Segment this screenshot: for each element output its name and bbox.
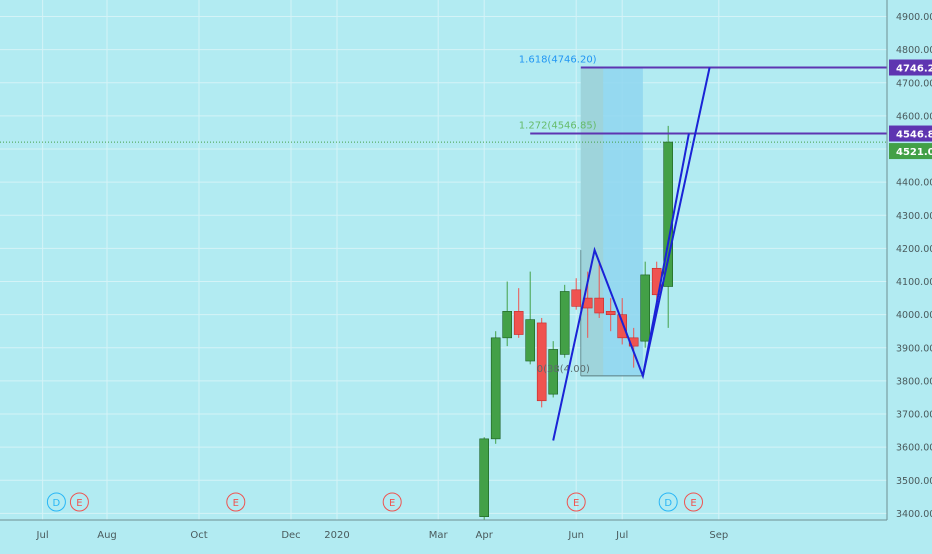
pattern-second-leg[interactable] [641, 133, 690, 377]
x-tick-label: Jul [36, 530, 49, 541]
axis-price-box-fib_1272 [889, 125, 932, 142]
candle-body[interactable] [479, 438, 490, 517]
x-tick-label: Oct [190, 530, 207, 541]
y-tick-label: 4300.00 [896, 211, 932, 222]
earnings-event-marker[interactable] [684, 492, 703, 512]
y-tick-label: 4600.00 [896, 111, 932, 122]
candle-body[interactable] [663, 141, 674, 287]
x-tick-label: Apr [476, 530, 494, 541]
candle-body[interactable] [571, 289, 582, 307]
candle-body[interactable] [513, 311, 524, 335]
candle-body[interactable] [502, 311, 513, 339]
x-tick-label: Mar [429, 530, 449, 541]
axis-price-label-fib_1618: 4746.20 [896, 64, 932, 75]
earnings-event-marker[interactable] [382, 492, 402, 512]
y-tick-label: 3700.00 [896, 410, 932, 421]
dividend-event-marker[interactable] [46, 492, 66, 512]
event-marker-label: D [53, 498, 61, 509]
y-tick-label: 4400.00 [896, 178, 932, 189]
x-tick-label: Jul [615, 530, 628, 541]
y-tick-label: 3900.00 [896, 343, 932, 354]
event-marker-label: E [233, 498, 239, 509]
earnings-event-marker[interactable] [69, 492, 89, 512]
candle-body[interactable] [536, 322, 547, 402]
projection-zone-left [580, 67, 604, 376]
x-tick-label: Jun [567, 530, 584, 541]
y-tick-label: 3500.00 [896, 476, 932, 487]
axis-price-label-fib_1272: 4546.85 [896, 130, 932, 141]
event-marker-label: D [664, 498, 672, 509]
time-axis [0, 520, 887, 550]
event-marker-label: E [690, 498, 696, 509]
axis-price-box-fib_1618 [889, 59, 932, 76]
earnings-event-marker[interactable] [566, 492, 586, 512]
candle-body[interactable] [525, 319, 536, 362]
y-tick-label: 4000.00 [896, 310, 932, 321]
y-tick-label: 4800.00 [896, 45, 932, 56]
candle-body[interactable] [605, 311, 616, 315]
x-tick-label: Sep [709, 530, 728, 541]
y-tick-label: 4900.00 [896, 12, 932, 23]
y-tick-label: 3400.00 [896, 509, 932, 520]
candle-body[interactable] [548, 349, 559, 395]
candle-body[interactable] [640, 274, 651, 342]
event-marker-label: E [389, 498, 395, 509]
y-tick-label: 4700.00 [896, 78, 932, 89]
x-tick-label: Dec [281, 530, 300, 541]
base-level-label: 0(38(4.00) [537, 364, 590, 375]
level-label-fib_1272: 1.272(4546.85) [519, 121, 597, 132]
level-label-fib_1618: 1.618(4746.20) [519, 55, 597, 66]
candle-body[interactable] [594, 297, 605, 314]
candle-body[interactable] [559, 291, 570, 355]
y-tick-label: 3600.00 [896, 443, 932, 454]
harmonic-pattern-line[interactable] [552, 67, 711, 441]
axis-last-price-label: 4521.05 [896, 147, 932, 158]
y-tick-label: 4100.00 [896, 277, 932, 288]
candle-body[interactable] [617, 314, 628, 339]
x-tick-label: Aug [97, 530, 117, 541]
event-marker-label: E [573, 498, 579, 509]
dividend-event-marker[interactable] [658, 492, 678, 512]
event-marker-label: E [76, 498, 82, 509]
x-tick-label: 2020 [324, 530, 349, 541]
y-tick-label: 4200.00 [896, 244, 932, 255]
price-axis [887, 0, 932, 550]
earnings-event-marker[interactable] [226, 492, 246, 512]
candle-body[interactable] [490, 337, 501, 440]
y-tick-label: 3800.00 [896, 376, 932, 387]
axis-last-price-box [889, 143, 932, 160]
